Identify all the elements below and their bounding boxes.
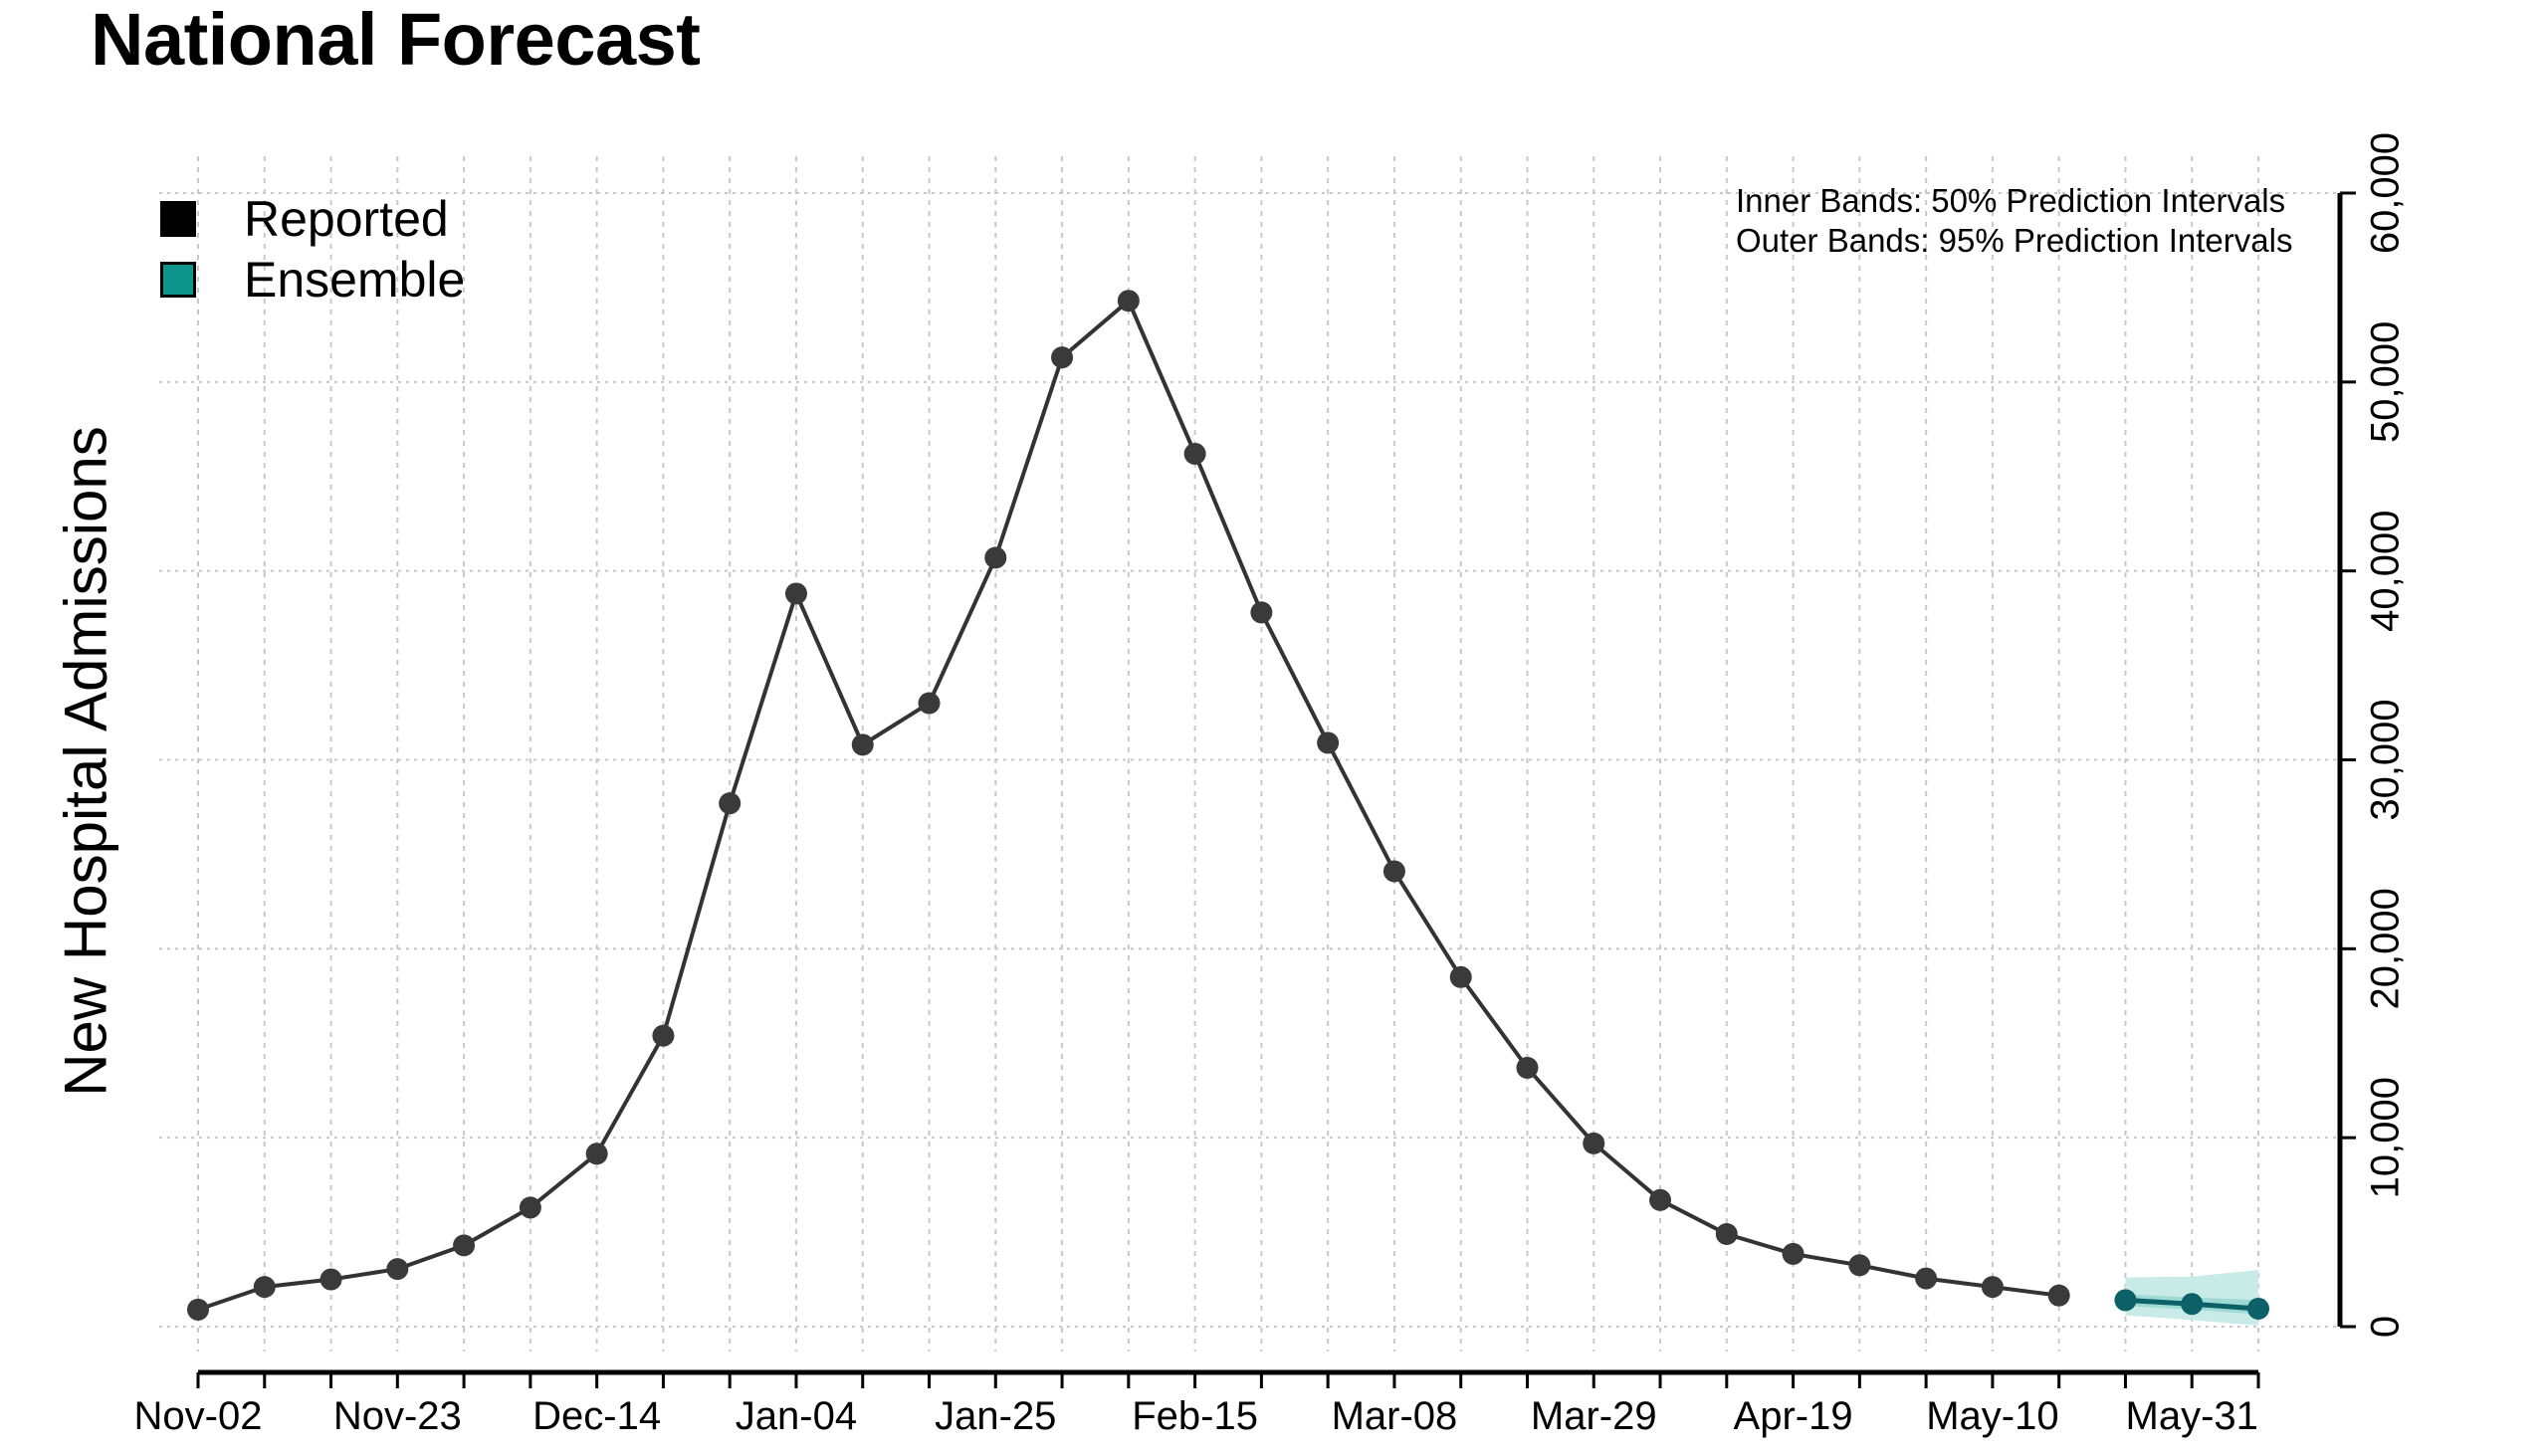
reported-point (1250, 601, 1273, 624)
legend-item-ensemble: Ensemble (160, 252, 465, 308)
y-tick-label: 40,000 (2364, 510, 2408, 631)
reported-point (453, 1234, 476, 1257)
reported-point (851, 733, 874, 756)
reported-point (2047, 1284, 2070, 1307)
reported-point (253, 1276, 276, 1299)
legend-label-reported: Reported (244, 191, 449, 247)
legend-label-ensemble: Ensemble (244, 252, 466, 308)
legend-item-reported: Reported (160, 191, 449, 247)
reported-point (319, 1268, 342, 1291)
ensemble-point (2181, 1293, 2204, 1316)
reported-point (585, 1143, 608, 1165)
y-axis-label: New Hospital Admissions (52, 426, 119, 1097)
x-tick-label: Apr-19 (1734, 1394, 1853, 1438)
reported-point (1715, 1222, 1738, 1245)
y-tick-label: 20,000 (2364, 888, 2408, 1009)
x-tick-label: Mar-08 (1332, 1394, 1458, 1438)
ensemble-point (2247, 1297, 2269, 1320)
reported-point (1117, 290, 1140, 312)
reported-point (918, 692, 941, 715)
reported-point (519, 1196, 541, 1219)
reported-point (1649, 1188, 1672, 1211)
x-tick-label: Dec-14 (532, 1394, 661, 1438)
reported-point (386, 1258, 409, 1281)
reported-point (1051, 346, 1074, 369)
x-axis: Nov-02 Nov-23 Dec-14 Jan-04 Jan-25 Feb-15 Mar-… (134, 1369, 2260, 1438)
reported-point (1915, 1267, 1938, 1290)
reported-point (1583, 1132, 1605, 1154)
legend-swatch-ensemble (160, 262, 196, 298)
reported-point (1183, 442, 1206, 465)
reported-point (1317, 731, 1340, 754)
reported-point (1782, 1242, 1805, 1265)
x-tick-label: Nov-23 (333, 1394, 462, 1438)
reported-point (784, 582, 807, 605)
x-tick-label: Jan-04 (736, 1394, 857, 1438)
series-lines (197, 297, 2259, 1312)
annotation-outer-bands: Outer Bands: 95% Prediction Intervals (1736, 222, 2293, 259)
y-tick-label: 0 (2364, 1316, 2408, 1338)
reported-point (1516, 1056, 1539, 1079)
y-tick-label: 60,000 (2364, 132, 2408, 254)
x-tick-label: Nov-02 (134, 1394, 263, 1438)
chart-title: National Forecast (91, 0, 701, 81)
reported-point (984, 546, 1007, 569)
y-tick-label: 10,000 (2364, 1077, 2408, 1198)
y-tick-label: 30,000 (2364, 699, 2408, 820)
y-axis: 0 10,000 20,000 30,000 40,000 50,000 60,000 (2337, 132, 2408, 1338)
x-tick-label: Feb-15 (1132, 1394, 1258, 1438)
x-tick-label: May-31 (2126, 1394, 2258, 1438)
reported-point (1848, 1254, 1871, 1277)
reported-point (1449, 965, 1472, 988)
reported-point (719, 792, 742, 815)
x-tick-label: Mar-29 (1531, 1394, 1657, 1438)
reported-point (1382, 860, 1405, 883)
grid-lines (159, 156, 2340, 1352)
series-points (187, 290, 2269, 1321)
x-tick-label: May-10 (1926, 1394, 2058, 1438)
x-tick-label: Jan-25 (935, 1394, 1056, 1438)
annotation-inner-bands: Inner Bands: 50% Prediction Intervals (1736, 182, 2286, 219)
reported-point (187, 1298, 209, 1321)
reported-point (1981, 1276, 2004, 1299)
y-tick-label: 50,000 (2364, 321, 2408, 443)
legend-swatch-reported (160, 201, 196, 237)
ensemble-point (2114, 1289, 2137, 1312)
reported-point (652, 1024, 675, 1047)
